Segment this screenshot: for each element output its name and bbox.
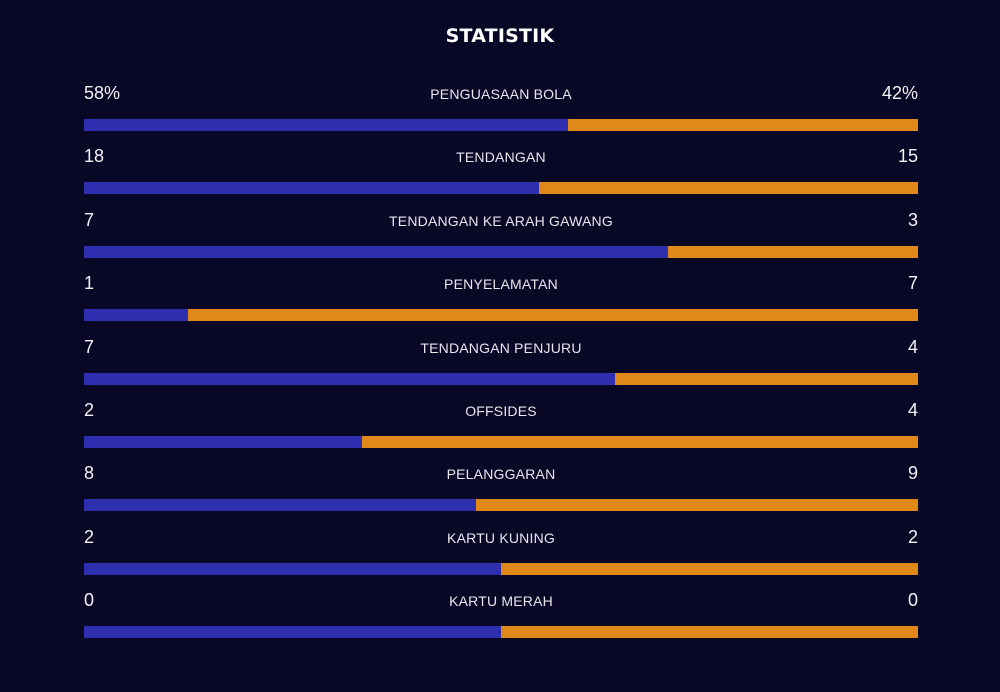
away-bar-segment [614,372,918,385]
away-bar-segment [476,499,918,512]
comparison-bar [84,435,918,448]
stat-row: 2 KARTU KUNING 2 [84,524,918,587]
stat-label: TENDANGAN KE ARAH GAWANG [389,212,613,229]
away-value: 42% [881,83,918,103]
home-bar-segment [84,372,615,385]
panel-title: STATISTIK [445,25,555,47]
stat-row: 58% PENGUASAAN BOLA 42% [84,80,918,143]
away-bar-segment [361,435,918,448]
home-bar-segment [84,182,539,195]
away-bar-segment [538,182,918,195]
comparison-bar [84,499,918,512]
home-value: 1 [84,273,95,294]
stat-label: PELANGGARAN [446,466,556,483]
stat-row: 7 TENDANGAN PENJURU 4 [84,334,918,397]
stat-row: 8 PELANGGARAN 9 [84,460,918,523]
home-value: 0 [84,590,95,611]
home-bar-segment [84,119,568,131]
away-value: 9 [907,463,918,484]
away-value: 15 [897,146,918,167]
stat-row: 2 OFFSIDES 4 [84,397,918,460]
away-value: 2 [907,526,918,547]
home-value: 2 [84,526,95,547]
home-bar-segment [84,562,501,575]
home-bar-segment [84,626,501,639]
stat-label: TENDANGAN PENJURU [420,339,582,356]
stat-row: 1 PENYELAMATAN 7 [84,270,918,333]
home-value: 8 [84,463,95,484]
stat-row: 18 TENDANGAN 15 [84,143,918,206]
comparison-bar [84,245,918,258]
away-bar-segment [567,119,918,131]
stat-label: PENGUASAAN BOLA [430,86,572,102]
home-value: 7 [84,209,95,230]
home-value: 7 [84,336,95,357]
comparison-bar [84,562,918,575]
stat-label: PENYELAMATAN [444,276,558,293]
stat-list: 58% PENGUASAAN BOLA 42% 18 TENDANGAN 15 7 TENDA… [84,80,918,651]
stat-label: KARTU KUNING [447,529,555,546]
comparison-bar [84,119,918,131]
home-value: 58% [84,83,121,103]
stat-label: TENDANGAN [456,149,546,166]
stat-label: KARTU MERAH [449,593,553,610]
home-bar-segment [84,499,477,512]
comparison-bar [84,309,918,322]
stat-row: 7 TENDANGAN KE ARAH GAWANG 3 [84,207,918,270]
away-value: 3 [907,209,918,230]
away-value: 4 [907,399,918,420]
away-value: 0 [907,590,918,611]
home-value: 2 [84,399,95,420]
away-bar-segment [501,562,918,575]
home-bar-segment [84,435,362,448]
home-value: 18 [84,146,105,167]
home-bar-segment [84,309,189,322]
away-bar-segment [501,626,918,639]
comparison-bar [84,372,918,385]
home-bar-segment [84,245,668,258]
away-value: 7 [907,273,918,294]
stat-label: OFFSIDES [465,402,537,419]
away-bar-segment [667,245,918,258]
stat-row: 0 KARTU MERAH 0 [84,587,918,650]
away-bar-segment [188,309,918,322]
away-value: 4 [907,336,918,357]
comparison-bar [84,626,918,639]
comparison-bar [84,182,918,195]
